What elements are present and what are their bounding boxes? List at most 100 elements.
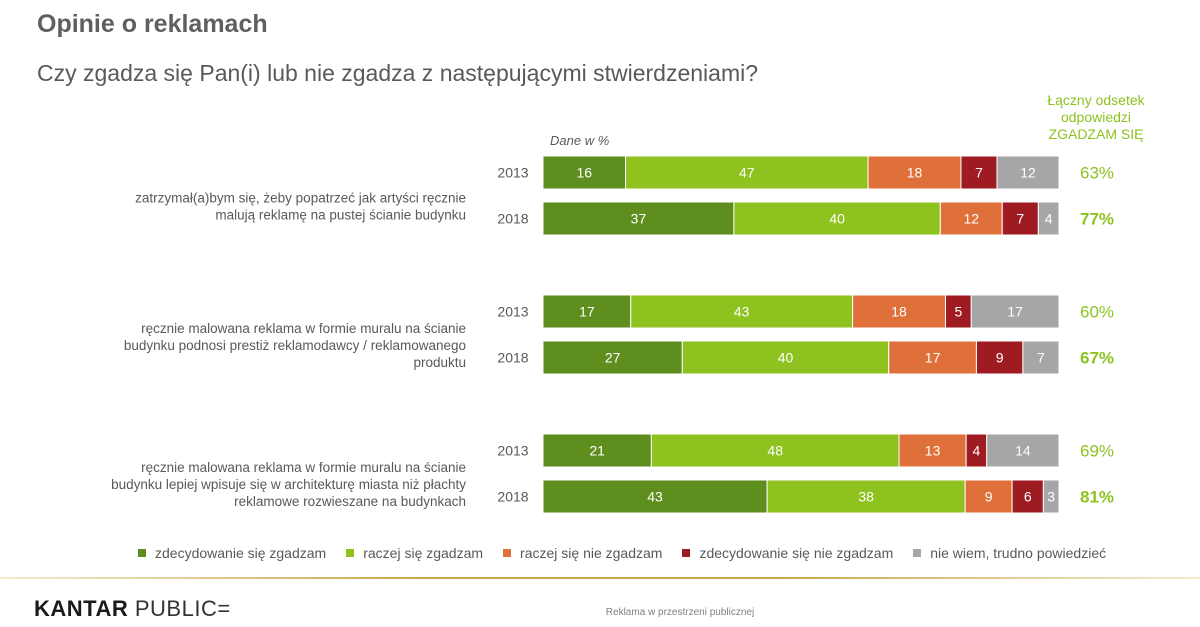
bar-segment	[542, 433, 652, 468]
year-label: 2018	[497, 211, 528, 227]
segment-value-label: 43	[734, 304, 750, 320]
segment-value-label: 37	[631, 211, 647, 227]
bar-segment	[733, 201, 941, 236]
bar-segment	[1037, 201, 1060, 236]
bar-segment	[986, 433, 1060, 468]
bar-segment	[888, 340, 977, 375]
segment-value-label: 5	[954, 304, 962, 320]
bar-segment	[970, 294, 1060, 329]
segment-value-label: 27	[605, 350, 621, 366]
total-agree-value: 77%	[1080, 210, 1114, 229]
footer-divider	[0, 577, 1200, 579]
legend-label: zdecydowanie się nie zgadzam	[699, 545, 894, 561]
bar-segment	[975, 340, 1024, 375]
statement-label-line: ręcznie malowana reklama w formie muralu…	[141, 321, 466, 336]
segment-value-label: 17	[925, 350, 941, 366]
logo-word-public: PUBLIC=	[134, 596, 231, 621]
question-subtitle: Czy zgadza się Pan(i) lub nie zgadza z n…	[37, 60, 759, 86]
chart-legend: zdecydowanie się zgadzam raczej się zgadz…	[138, 545, 1106, 561]
statement-label-line: budynku lepiej wpisuje się w architektur…	[111, 477, 466, 492]
year-label: 2018	[497, 489, 528, 505]
statement-label-line: malują reklamę na pustej ścianie budynku	[215, 208, 466, 223]
bar-segment	[852, 294, 946, 329]
total-agree-value: 60%	[1080, 303, 1114, 322]
legend-swatch	[346, 549, 355, 557]
segment-value-label: 18	[891, 304, 907, 320]
segment-value-label: 18	[907, 165, 923, 181]
segment-value-label: 43	[647, 489, 663, 505]
bar-segment	[542, 155, 627, 190]
total-agree-value: 63%	[1080, 164, 1114, 183]
year-label: 2018	[497, 350, 528, 366]
segment-value-label: 21	[589, 443, 605, 459]
segment-value-label: 40	[778, 350, 794, 366]
segment-value-label: 13	[925, 443, 941, 459]
segment-value-label: 4	[973, 443, 981, 459]
logo-word-kantar: KANTAR	[34, 596, 129, 621]
year-label: 2013	[497, 304, 528, 320]
segment-value-label: 9	[985, 489, 993, 505]
statement-label-line: produktu	[413, 355, 466, 370]
statement-label-line: zatrzymał(a)bym się, żeby popatrzeć jak …	[135, 191, 466, 206]
bar-segment	[630, 294, 854, 329]
legend-swatch	[503, 549, 512, 557]
total-agree-value: 67%	[1080, 349, 1114, 368]
legend-swatch	[138, 549, 146, 557]
legend-item: zdecydowanie się nie zgadzam	[682, 545, 893, 561]
segment-value-label: 4	[1045, 211, 1053, 227]
segment-value-label: 12	[963, 211, 979, 227]
legend-item: raczej się zgadzam	[346, 545, 483, 561]
page-title: Opinie o reklamach	[37, 10, 268, 38]
segment-value-label: 40	[829, 211, 845, 227]
segment-value-label: 12	[1020, 165, 1036, 181]
segment-value-label: 7	[1016, 211, 1024, 227]
bar-segment	[1001, 201, 1039, 236]
segment-value-label: 17	[1007, 304, 1023, 320]
bar-segment	[766, 479, 966, 514]
bar-segment	[996, 155, 1060, 190]
legend-item: nie wiem, trudno powiedzieć	[913, 545, 1106, 561]
year-label: 2013	[497, 165, 528, 181]
bar-segment	[964, 479, 1013, 514]
total-agree-header: Łączny odsetek odpowiedzi ZGADZAM SIĘ	[1032, 92, 1160, 143]
segment-value-label: 14	[1015, 443, 1031, 459]
statement-label-line: ręcznie malowana reklama w formie muralu…	[141, 460, 466, 475]
total-header-line: odpowiedzi	[1060, 109, 1132, 125]
statement-label-line: budynku podnosi prestiż reklamodawcy / r…	[124, 338, 466, 353]
legend-swatch	[682, 549, 691, 557]
unit-note: Dane w %	[550, 133, 610, 148]
kantar-public-logo: KANTAR PUBLIC=	[34, 596, 231, 622]
bar-segment	[1042, 479, 1060, 514]
bar-segment	[898, 433, 967, 468]
bar-segment	[939, 201, 1003, 236]
legend-item: zdecydowanie się zgadzam	[138, 545, 326, 561]
footer-caption: Reklama w przestrzeni publicznej	[605, 607, 755, 618]
legend-label: raczej się nie zgadzam	[520, 545, 663, 561]
segment-value-label: 3	[1047, 489, 1055, 505]
segment-value-label: 7	[1037, 350, 1045, 366]
legend-label: raczej się zgadzam	[363, 545, 484, 561]
bar-segment	[650, 433, 900, 468]
stacked-bar-chart: zatrzymał(a)bym się, żeby popatrzeć jak …	[111, 155, 1114, 514]
statement-label-line: reklamowe rozwieszane na budynkach	[234, 494, 466, 509]
legend-item: raczej się nie zgadzam	[503, 545, 662, 561]
segment-value-label: 47	[739, 165, 755, 181]
total-agree-value: 81%	[1080, 488, 1114, 507]
legend-label: nie wiem, trudno powiedzieć	[930, 545, 1107, 561]
bar-segment	[542, 479, 768, 514]
segment-value-label: 7	[975, 165, 983, 181]
total-header-line: ZGADZAM SIĘ	[1048, 126, 1144, 142]
bar-segment	[960, 155, 998, 190]
bar-segment	[1022, 340, 1060, 375]
segment-value-label: 48	[767, 443, 783, 459]
bar-segment	[542, 340, 683, 375]
segment-value-label: 6	[1024, 489, 1032, 505]
legend-swatch	[913, 549, 922, 557]
year-label: 2013	[497, 443, 528, 459]
bar-segment	[1011, 479, 1044, 514]
segment-value-label: 9	[996, 350, 1004, 366]
bar-segment	[625, 155, 869, 190]
segment-value-label: 38	[858, 489, 874, 505]
segment-value-label: 16	[576, 165, 592, 181]
total-agree-value: 69%	[1080, 442, 1114, 461]
